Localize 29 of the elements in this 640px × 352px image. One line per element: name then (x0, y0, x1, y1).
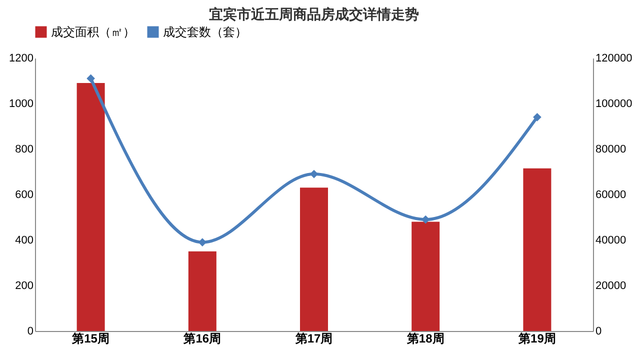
x-tick-label: 第19周 (518, 332, 556, 346)
x-tick-label: 第18周 (406, 332, 444, 346)
y2-tick-label: 80000 (596, 144, 626, 156)
legend-label: 成交面积（㎡） (51, 25, 135, 39)
y2-tick-label: 100000 (596, 98, 632, 110)
y-tick-label: 1200 (9, 52, 34, 64)
x-tick-label: 第17周 (294, 332, 333, 346)
y-tick-label: 800 (15, 144, 34, 156)
bar (188, 251, 216, 331)
y2-tick-label: 40000 (596, 234, 626, 246)
bar (300, 188, 328, 331)
legend-label: 成交套数（套） (163, 25, 247, 39)
y2-tick-label: 60000 (596, 189, 626, 201)
y-tick-label: 200 (15, 280, 34, 292)
y-tick-label: 600 (15, 189, 34, 201)
y2-tick-label: 20000 (596, 280, 626, 292)
point (86, 74, 95, 83)
y2-tick-label: 0 (596, 326, 602, 338)
y2-tick-label: 120000 (596, 52, 632, 64)
bar (523, 168, 552, 331)
point (533, 112, 542, 122)
bar (412, 222, 440, 331)
bar (76, 83, 105, 331)
x-tick-label: 第15周 (71, 332, 110, 346)
y-tick-label: 0 (27, 326, 34, 338)
y-tick-label: 1000 (9, 98, 34, 110)
chart-title: 宜宾市近五周商品房成交详情走势 (209, 6, 419, 22)
x-tick-label: 第16周 (182, 332, 222, 346)
y-tick-label: 400 (15, 234, 34, 246)
